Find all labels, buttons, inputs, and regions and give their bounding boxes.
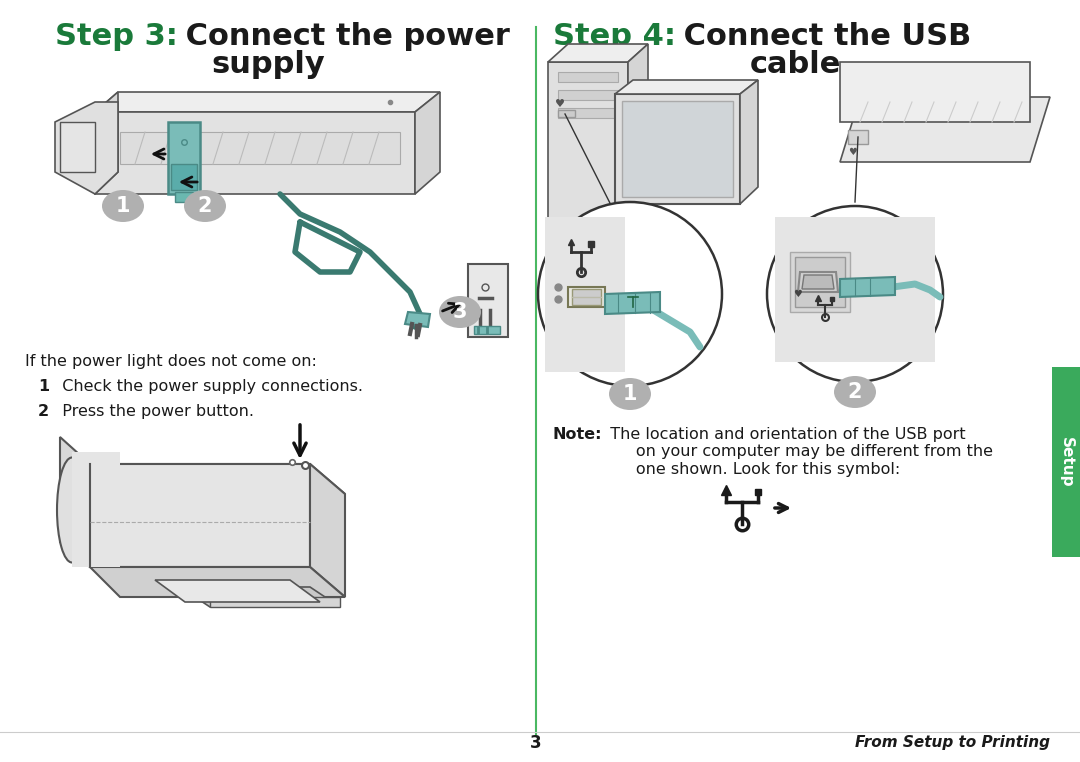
Polygon shape — [468, 264, 508, 337]
Text: 3: 3 — [453, 302, 468, 322]
Polygon shape — [558, 108, 618, 118]
Polygon shape — [156, 580, 320, 602]
Polygon shape — [615, 94, 740, 204]
Polygon shape — [840, 277, 895, 297]
Polygon shape — [405, 312, 430, 327]
Text: cable: cable — [750, 50, 840, 79]
Text: 1: 1 — [116, 196, 131, 216]
Polygon shape — [848, 130, 868, 144]
Polygon shape — [180, 587, 340, 607]
Polygon shape — [90, 464, 345, 494]
Polygon shape — [605, 292, 660, 314]
Text: 1: 1 — [38, 379, 49, 394]
Text: Step 3:: Step 3: — [55, 22, 178, 51]
Polygon shape — [740, 80, 758, 204]
Polygon shape — [545, 217, 625, 372]
Polygon shape — [627, 44, 648, 232]
Text: 1: 1 — [623, 384, 637, 404]
Text: ♥: ♥ — [555, 99, 565, 109]
Polygon shape — [175, 192, 193, 202]
Polygon shape — [572, 289, 600, 305]
Text: 2: 2 — [198, 196, 213, 216]
Polygon shape — [548, 62, 627, 232]
Polygon shape — [622, 101, 733, 197]
Text: 3: 3 — [530, 734, 542, 752]
Text: Connect the USB: Connect the USB — [673, 22, 971, 51]
Polygon shape — [795, 257, 845, 307]
Polygon shape — [615, 80, 758, 94]
Polygon shape — [90, 567, 345, 597]
Polygon shape — [95, 92, 118, 194]
Text: Connect the power: Connect the power — [175, 22, 510, 51]
Text: supply: supply — [211, 50, 325, 79]
Polygon shape — [474, 326, 500, 334]
Text: Setup: Setup — [1058, 437, 1074, 487]
Polygon shape — [775, 217, 935, 362]
Text: The location and orientation of the USB port
       on your computer may be diff: The location and orientation of the USB … — [600, 427, 993, 477]
Polygon shape — [60, 122, 95, 172]
Polygon shape — [840, 97, 1050, 162]
Polygon shape — [210, 597, 340, 607]
Polygon shape — [168, 122, 200, 194]
Polygon shape — [802, 275, 834, 289]
Polygon shape — [558, 72, 618, 82]
Polygon shape — [789, 252, 850, 312]
Polygon shape — [568, 287, 605, 307]
Ellipse shape — [102, 190, 144, 222]
Polygon shape — [840, 62, 1030, 122]
Text: 2: 2 — [848, 382, 862, 402]
Polygon shape — [415, 92, 440, 194]
Polygon shape — [558, 90, 618, 100]
Polygon shape — [55, 102, 118, 194]
Text: ♥: ♥ — [848, 147, 856, 157]
Ellipse shape — [609, 378, 651, 410]
Text: From Setup to Printing: From Setup to Printing — [855, 735, 1050, 751]
Polygon shape — [90, 464, 310, 567]
Text: If the power light does not come on:: If the power light does not come on: — [25, 354, 316, 369]
Text: Step 4:: Step 4: — [553, 22, 676, 51]
Text: 2: 2 — [38, 404, 49, 419]
Polygon shape — [60, 437, 90, 567]
Circle shape — [767, 206, 943, 382]
FancyBboxPatch shape — [1052, 367, 1080, 557]
Polygon shape — [95, 92, 440, 112]
Polygon shape — [548, 44, 648, 62]
Polygon shape — [120, 132, 400, 164]
Polygon shape — [558, 110, 575, 117]
Text: Check the power supply connections.: Check the power supply connections. — [52, 379, 363, 394]
Polygon shape — [72, 452, 120, 567]
Text: Note:: Note: — [553, 427, 603, 442]
Polygon shape — [310, 464, 345, 597]
Text: Press the power button.: Press the power button. — [52, 404, 254, 419]
Polygon shape — [95, 112, 415, 194]
Ellipse shape — [184, 190, 226, 222]
Ellipse shape — [57, 457, 87, 562]
Text: ♥: ♥ — [793, 289, 801, 299]
Circle shape — [538, 202, 723, 386]
Ellipse shape — [834, 376, 876, 408]
Polygon shape — [798, 272, 838, 292]
Ellipse shape — [438, 296, 481, 328]
Polygon shape — [635, 217, 660, 232]
Polygon shape — [171, 164, 197, 190]
